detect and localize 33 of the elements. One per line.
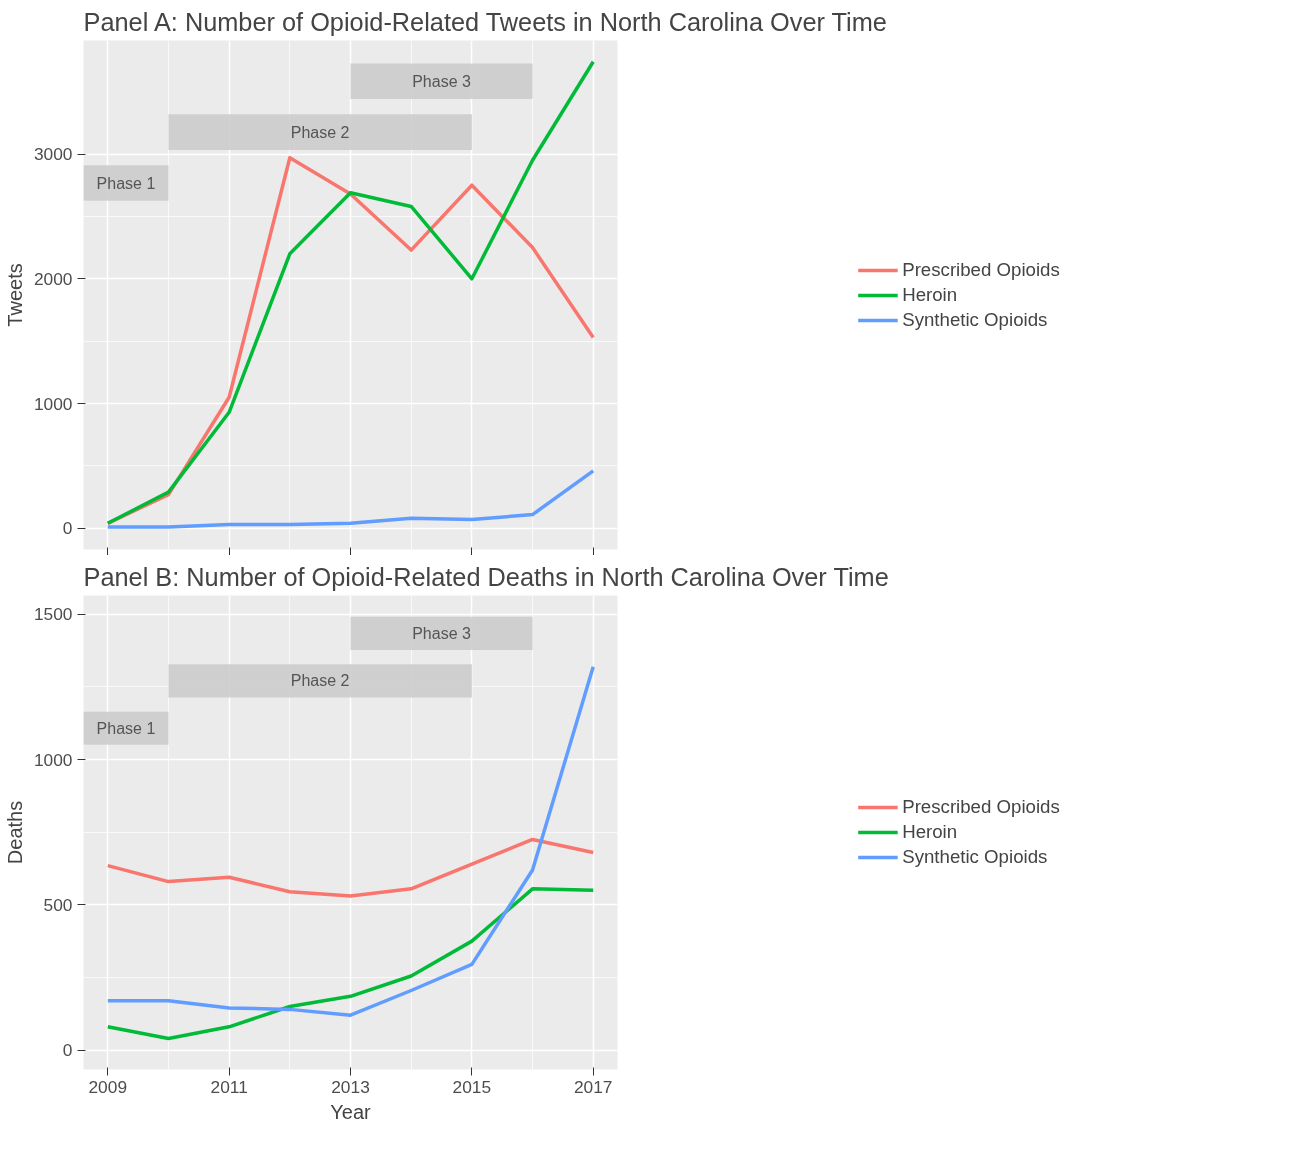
line-series [106, 837, 595, 898]
legend-label: Prescribed Opioids [902, 258, 1060, 281]
x-tick-label: 2017 [573, 1076, 613, 1097]
y-tick-label: 1000 [33, 393, 73, 414]
x-tick-label: 2009 [88, 1076, 128, 1097]
band-label: Phase 1 [96, 174, 156, 192]
band-label: Phase 2 [290, 123, 350, 141]
legend-label: Synthetic Opioids [902, 308, 1048, 331]
legend-label: Prescribed Opioids [902, 796, 1060, 818]
y-tick-label: 0 [62, 518, 73, 539]
y-tick-label: 500 [43, 894, 73, 915]
legend-label: Heroin [902, 283, 958, 306]
y-tick-label: 2000 [33, 268, 73, 289]
y-axis-title: Deaths [3, 800, 26, 865]
chart-title: Panel A: Number of Opioid-Related Tweets in North Carolina Over Time [83, 7, 887, 36]
y-tick-label: 1500 [33, 604, 73, 625]
x-tick-label: 2015 [452, 1076, 492, 1097]
y-tick-label: 3000 [33, 144, 73, 165]
band-label: Phase 3 [412, 72, 471, 90]
x-tick-label: 2011 [210, 1076, 248, 1097]
x-tick-label: 2013 [331, 1076, 370, 1097]
x-axis-title: Year [330, 1100, 372, 1123]
legend-label: Heroin [902, 821, 958, 843]
band-label: Phase 2 [290, 672, 350, 690]
chart-title: Panel B: Number of Opioid-Related Deaths in North Carolina Over Time [83, 562, 889, 591]
legend-label: Synthetic Opioids [902, 846, 1048, 868]
line-series [106, 469, 595, 529]
y-tick-label: 0 [62, 1040, 73, 1061]
y-axis-title: Tweets [3, 263, 26, 327]
line-series [106, 887, 595, 1041]
band-label: Phase 3 [412, 624, 471, 642]
band-label: Phase 1 [96, 719, 156, 737]
y-tick-label: 1000 [33, 749, 73, 770]
